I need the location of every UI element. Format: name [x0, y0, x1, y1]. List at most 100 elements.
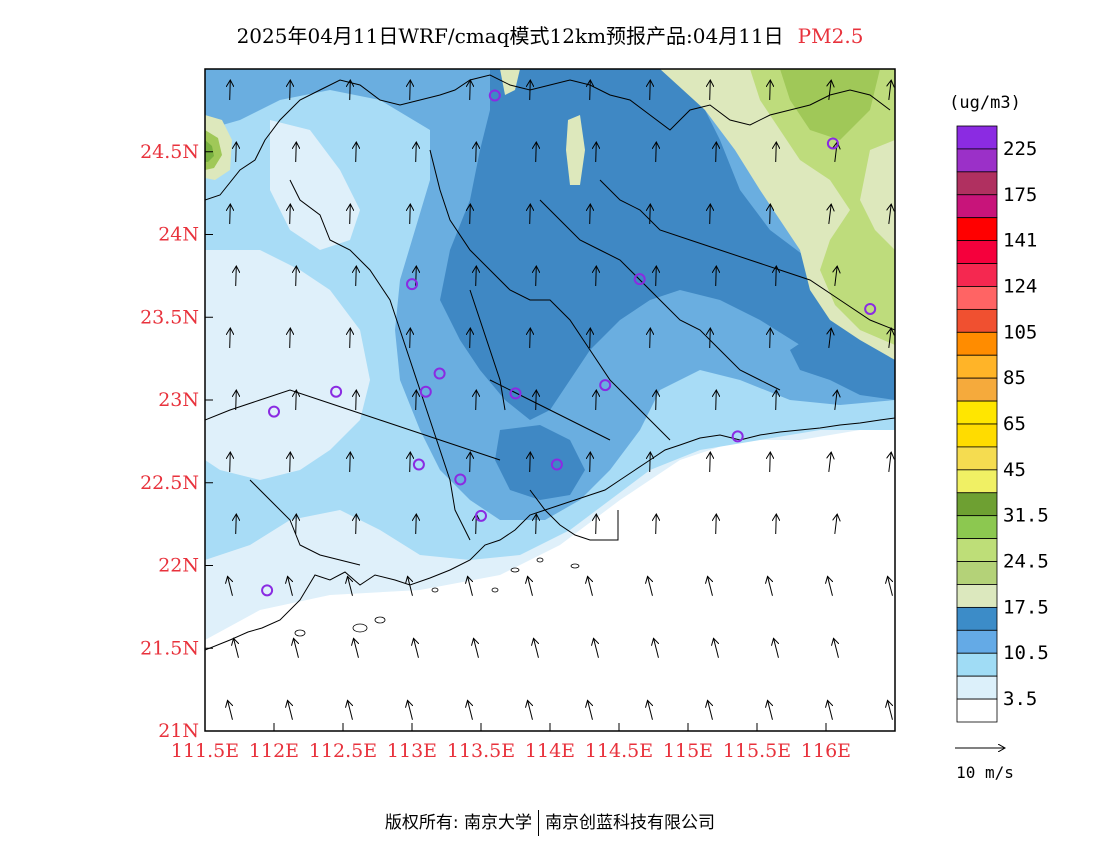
- station-marker: [864, 302, 877, 315]
- wind-arrow: [596, 266, 597, 287]
- wind-arrow: [290, 204, 291, 225]
- wind-arrow: [770, 452, 771, 473]
- field-level-6: [750, 69, 895, 345]
- wind-arrow: [468, 576, 473, 596]
- legend-label: 124: [1003, 275, 1037, 297]
- copyright-separator: [538, 810, 540, 836]
- wind-arrow: [470, 80, 471, 101]
- field-level-5-finger: [566, 115, 585, 185]
- wind-arrow: [888, 576, 893, 596]
- field-level-1-tongue: [270, 120, 360, 250]
- wind-arrow: [416, 390, 417, 411]
- station-marker: [488, 89, 501, 102]
- station-marker: [509, 387, 522, 400]
- legend-swatch: [956, 217, 998, 242]
- wind-arrow: [710, 80, 711, 101]
- wind-arrow: [710, 328, 711, 349]
- island: [352, 623, 368, 633]
- wind-scale-label: 10 m/s: [956, 763, 1014, 782]
- legend-swatch: [956, 331, 998, 356]
- wind-arrow: [708, 576, 713, 596]
- wind-arrow: [236, 142, 237, 163]
- island: [374, 616, 386, 624]
- wind-arrow: [350, 204, 351, 225]
- legend-swatch: [956, 400, 998, 425]
- title-main: 2025年04月11日WRF/cmaq模式12km预报产品:04月11日: [236, 24, 784, 48]
- wind-arrow: [470, 204, 471, 225]
- wind-arrow: [296, 266, 297, 287]
- field-level-5-finger-2: [500, 69, 520, 95]
- legend-swatch: [956, 171, 998, 196]
- wind-arrow: [656, 390, 657, 411]
- county-border-4: [599, 179, 895, 331]
- legend-label: 17.5: [1003, 596, 1049, 618]
- lat-tick-label: 23.5N: [140, 306, 199, 328]
- wind-arrow: [356, 390, 357, 411]
- wind-arrow: [534, 638, 539, 658]
- wind-arrow: [714, 638, 719, 658]
- legend-swatch: [956, 423, 998, 448]
- county-border-5: [205, 389, 501, 461]
- wind-arrow: [648, 700, 653, 720]
- legend-label: 10.5: [1003, 642, 1049, 664]
- lat-tick-label: 24.5N: [140, 141, 199, 163]
- wind-arrow: [590, 328, 591, 349]
- wind-arrow: [774, 638, 779, 658]
- wind-arrow: [710, 204, 711, 225]
- wind-arrow: [536, 390, 537, 411]
- county-border-2: [429, 149, 671, 441]
- station-marker: [412, 458, 425, 471]
- wind-arrow: [768, 700, 773, 720]
- wind-arrow: [350, 452, 351, 473]
- wind-arrow: [290, 80, 291, 101]
- wind-arrow: [889, 204, 891, 224]
- legend-swatch: [956, 125, 998, 150]
- island: [510, 567, 520, 573]
- wind-arrow: [528, 700, 533, 720]
- county-border-1: [289, 179, 471, 541]
- legend-swatch: [956, 675, 998, 700]
- field-level-0-south: [205, 425, 895, 731]
- island: [491, 587, 499, 593]
- legend-swatch: [956, 308, 998, 333]
- wind-arrow: [236, 390, 237, 411]
- color-legend: 225 175 141 124 105 85 65 45 31.5 24.5 17.5 10.5 3.5: [956, 125, 1049, 723]
- wind-arrow: [708, 700, 713, 720]
- lon-tick-label: 112E: [249, 740, 299, 762]
- field-level-8-nw-spot: [205, 140, 214, 162]
- wind-arrow: [296, 142, 297, 163]
- wind-arrow: [650, 452, 651, 473]
- wind-arrow: [716, 390, 717, 411]
- station-marker: [330, 385, 343, 398]
- wind-arrow: [835, 390, 837, 410]
- station-marker: [826, 137, 839, 150]
- lat-tick-label: 22.5N: [140, 472, 199, 494]
- wind-scale: 10 m/s: [955, 748, 1014, 782]
- wind-arrow: [768, 576, 773, 596]
- wind-arrow: [594, 638, 599, 658]
- wind-arrow: [410, 204, 411, 225]
- title-pollutant: PM2.5: [797, 24, 864, 48]
- wind-arrow: [228, 576, 233, 596]
- lon-tick-label: 115.5E: [723, 740, 791, 762]
- wind-arrow: [414, 638, 419, 658]
- legend-label: 105: [1003, 321, 1037, 343]
- legend-label: 65: [1003, 413, 1026, 435]
- wind-arrow: [416, 142, 417, 163]
- wind-arrow: [776, 390, 777, 411]
- wind-arrow: [530, 80, 531, 101]
- copyright-left: 版权所有: 南京大学: [384, 813, 533, 833]
- legend-label: 225: [1003, 138, 1037, 160]
- wind-arrow: [650, 328, 651, 349]
- station-marker: [406, 278, 418, 291]
- legend-label: 3.5: [1003, 688, 1037, 710]
- copyright-right: 南京创蓝科技有限公司: [545, 813, 716, 833]
- wind-arrow: [829, 80, 831, 100]
- legend-swatch: [956, 698, 998, 723]
- station-marker: [475, 509, 487, 522]
- wind-arrow: [588, 700, 593, 720]
- wind-arrow: [416, 514, 417, 535]
- wind-arrow: [230, 328, 231, 349]
- wind-arrow: [470, 328, 471, 349]
- wind-arrow: [889, 328, 891, 348]
